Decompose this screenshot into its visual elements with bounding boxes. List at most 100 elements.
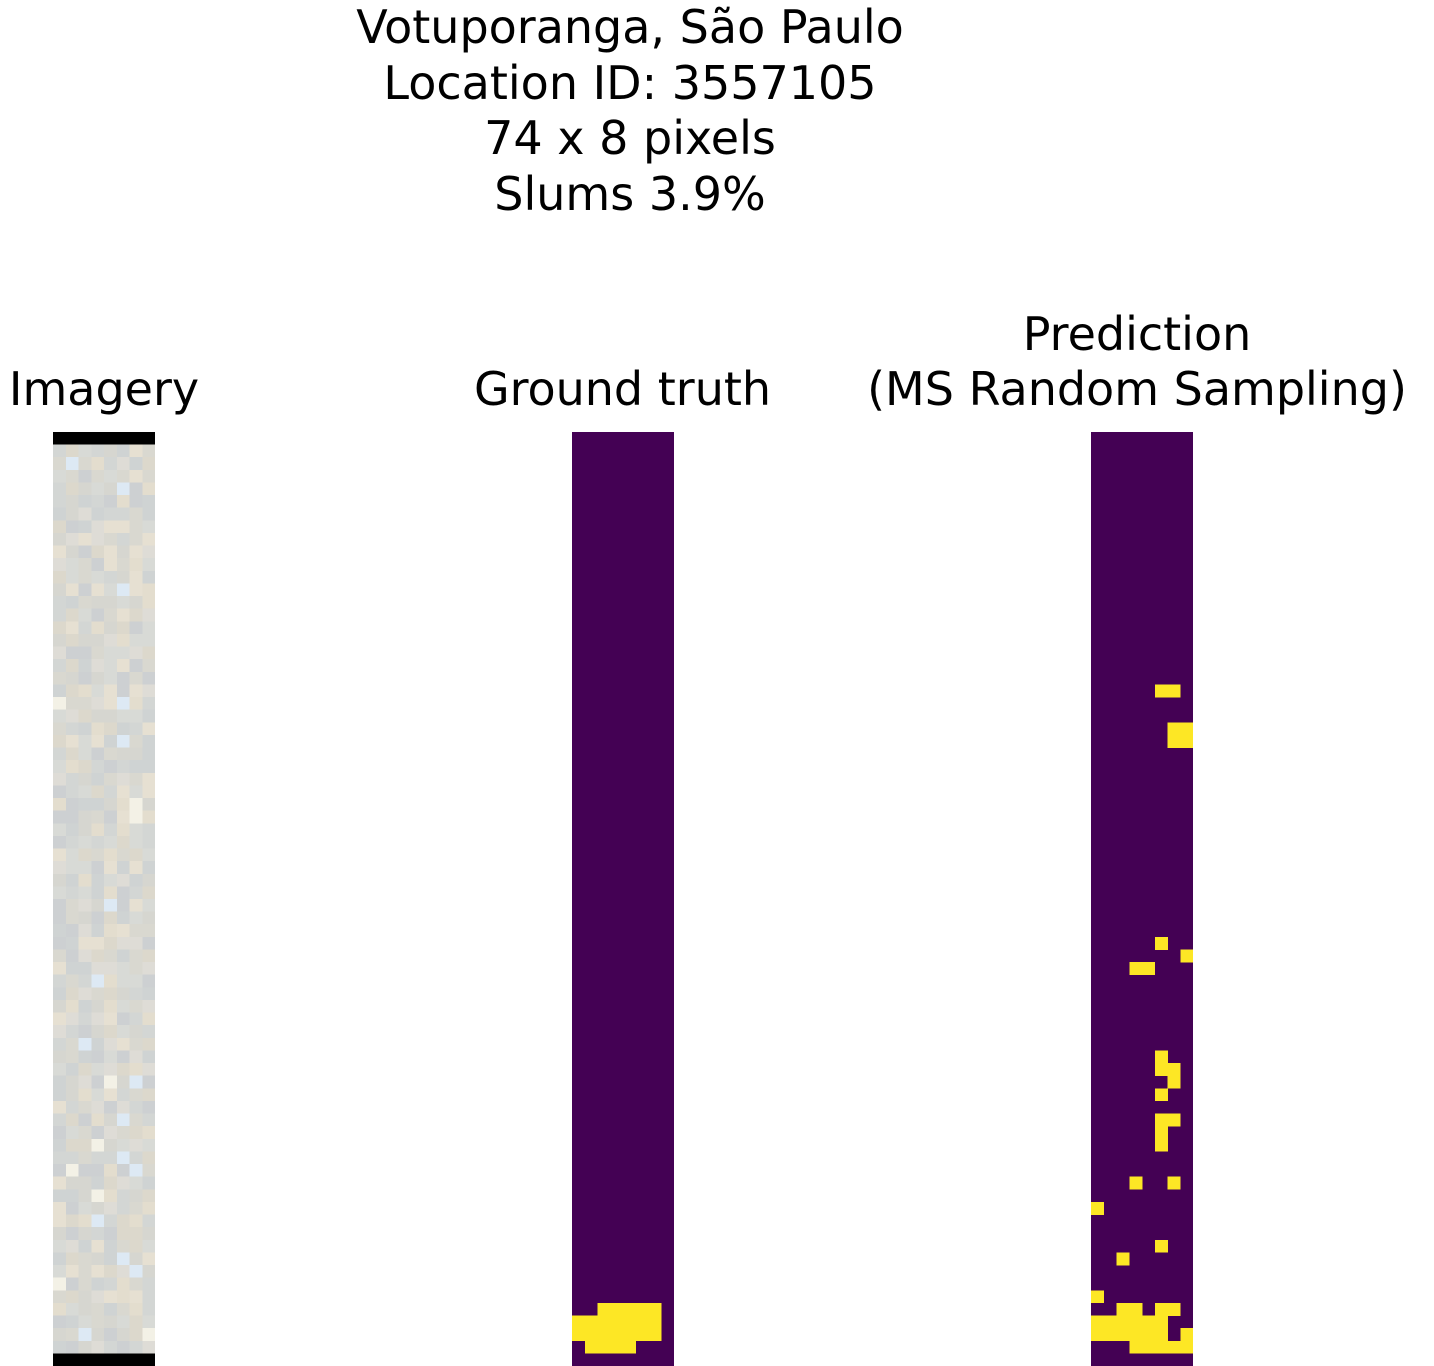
imagery-pixel bbox=[78, 1201, 92, 1215]
imagery-pixel bbox=[91, 873, 105, 887]
imagery-pixel bbox=[65, 987, 79, 1001]
imagery-pixel bbox=[104, 469, 118, 483]
imagery-pixel bbox=[91, 949, 105, 963]
imagery-pixel bbox=[129, 1239, 143, 1253]
imagery-pixel bbox=[91, 1239, 105, 1253]
imagery-pixel bbox=[142, 646, 155, 660]
imagery-pixel bbox=[104, 1138, 118, 1152]
imagery-pixel bbox=[78, 520, 92, 534]
imagery-pixel bbox=[129, 911, 143, 925]
imagery-pixel bbox=[104, 1290, 118, 1304]
imagery-pixel bbox=[78, 1302, 92, 1316]
imagery-pixel bbox=[91, 671, 105, 685]
imagery-pixel bbox=[129, 861, 143, 875]
imagery-pixel bbox=[65, 823, 79, 837]
imagery-pixel bbox=[91, 444, 105, 458]
imagery-pixel bbox=[53, 974, 67, 988]
prediction-title-line-2: (MS Random Sampling) bbox=[867, 362, 1407, 416]
imagery-pixel bbox=[53, 1227, 67, 1241]
imagery-pixel bbox=[78, 1100, 92, 1114]
imagery-pixel bbox=[104, 924, 118, 938]
imagery-pixel bbox=[116, 1340, 130, 1354]
ground-truth-raster bbox=[572, 432, 674, 1366]
imagery-pixel bbox=[91, 1214, 105, 1228]
imagery-pixel bbox=[65, 444, 79, 458]
imagery-pixel bbox=[78, 772, 92, 786]
imagery-pixel bbox=[116, 608, 130, 622]
slum-cell bbox=[1154, 1340, 1168, 1354]
ground-truth-title: Ground truth bbox=[473, 362, 772, 416]
imagery-pixel bbox=[78, 1328, 92, 1342]
imagery-pixel bbox=[142, 924, 155, 938]
imagery-pixel bbox=[142, 1037, 155, 1051]
imagery-pixel bbox=[129, 722, 143, 736]
imagery-pixel bbox=[129, 1088, 143, 1102]
imagery-pixel bbox=[53, 1201, 67, 1215]
imagery-pixel bbox=[129, 633, 143, 647]
imagery-pixel bbox=[129, 823, 143, 837]
imagery-pixel bbox=[91, 1075, 105, 1089]
imagery-pixel bbox=[78, 684, 92, 698]
imagery-pixel bbox=[78, 823, 92, 837]
imagery-pixel bbox=[91, 810, 105, 824]
imagery-pixel bbox=[53, 671, 67, 685]
imagery-pixel bbox=[142, 1025, 155, 1039]
imagery-pixel bbox=[53, 911, 67, 925]
imagery-pixel bbox=[65, 1100, 79, 1114]
imagery-pixel bbox=[78, 987, 92, 1001]
imagery-pixel bbox=[91, 1100, 105, 1114]
imagery-pixel bbox=[129, 974, 143, 988]
imagery-pixel bbox=[129, 987, 143, 1001]
imagery-pixel bbox=[142, 785, 155, 799]
imagery-pixel bbox=[129, 495, 143, 509]
imagery-pixel bbox=[78, 432, 92, 445]
imagery-pixel bbox=[142, 482, 155, 496]
imagery-pixel bbox=[104, 671, 118, 685]
slum-cell bbox=[1154, 1113, 1168, 1127]
imagery-pixel bbox=[91, 1025, 105, 1039]
imagery-pixel bbox=[78, 1050, 92, 1064]
imagery-pixel bbox=[116, 1138, 130, 1152]
imagery-pixel bbox=[104, 1328, 118, 1342]
imagery-pixel bbox=[65, 545, 79, 559]
imagery-pixel bbox=[65, 558, 79, 572]
imagery-panel bbox=[53, 432, 155, 1366]
imagery-pixel bbox=[53, 596, 67, 610]
imagery-pixel bbox=[104, 482, 118, 496]
imagery-pixel bbox=[129, 482, 143, 496]
imagery-pixel bbox=[104, 1075, 118, 1089]
imagery-pixel bbox=[91, 1353, 105, 1366]
imagery-pixel bbox=[116, 747, 130, 761]
imagery-pixel bbox=[65, 848, 79, 862]
imagery-pixel bbox=[104, 495, 118, 509]
imagery-pixel bbox=[91, 482, 105, 496]
imagery-pixel bbox=[116, 974, 130, 988]
imagery-pixel bbox=[116, 532, 130, 546]
imagery-pixel bbox=[78, 1277, 92, 1291]
mask-background bbox=[1091, 432, 1193, 1366]
imagery-pixel bbox=[53, 1265, 67, 1278]
slum-cell bbox=[1167, 1340, 1181, 1354]
imagery-pixel bbox=[129, 962, 143, 976]
prediction-panel bbox=[1091, 432, 1193, 1366]
imagery-pixel bbox=[104, 570, 118, 584]
imagery-pixel bbox=[104, 861, 118, 875]
slum-cell bbox=[1142, 1328, 1156, 1342]
imagery-pixel bbox=[91, 1113, 105, 1127]
imagery-pixel bbox=[116, 734, 130, 748]
imagery-pixel bbox=[116, 507, 130, 521]
imagery-pixel bbox=[53, 1214, 67, 1228]
imagery-pixel bbox=[91, 1012, 105, 1026]
imagery-pixel bbox=[104, 646, 118, 660]
imagery-pixel bbox=[142, 886, 155, 900]
imagery-pixel bbox=[142, 949, 155, 963]
imagery-pixel bbox=[78, 469, 92, 483]
slum-cell bbox=[1154, 1239, 1168, 1253]
imagery-pixel bbox=[91, 886, 105, 900]
imagery-pixel bbox=[53, 1063, 67, 1077]
imagery-pixel bbox=[104, 1050, 118, 1064]
imagery-pixel bbox=[116, 709, 130, 723]
imagery-pixel bbox=[91, 1037, 105, 1051]
imagery-pixel bbox=[116, 1189, 130, 1203]
imagery-pixel bbox=[65, 1353, 79, 1366]
